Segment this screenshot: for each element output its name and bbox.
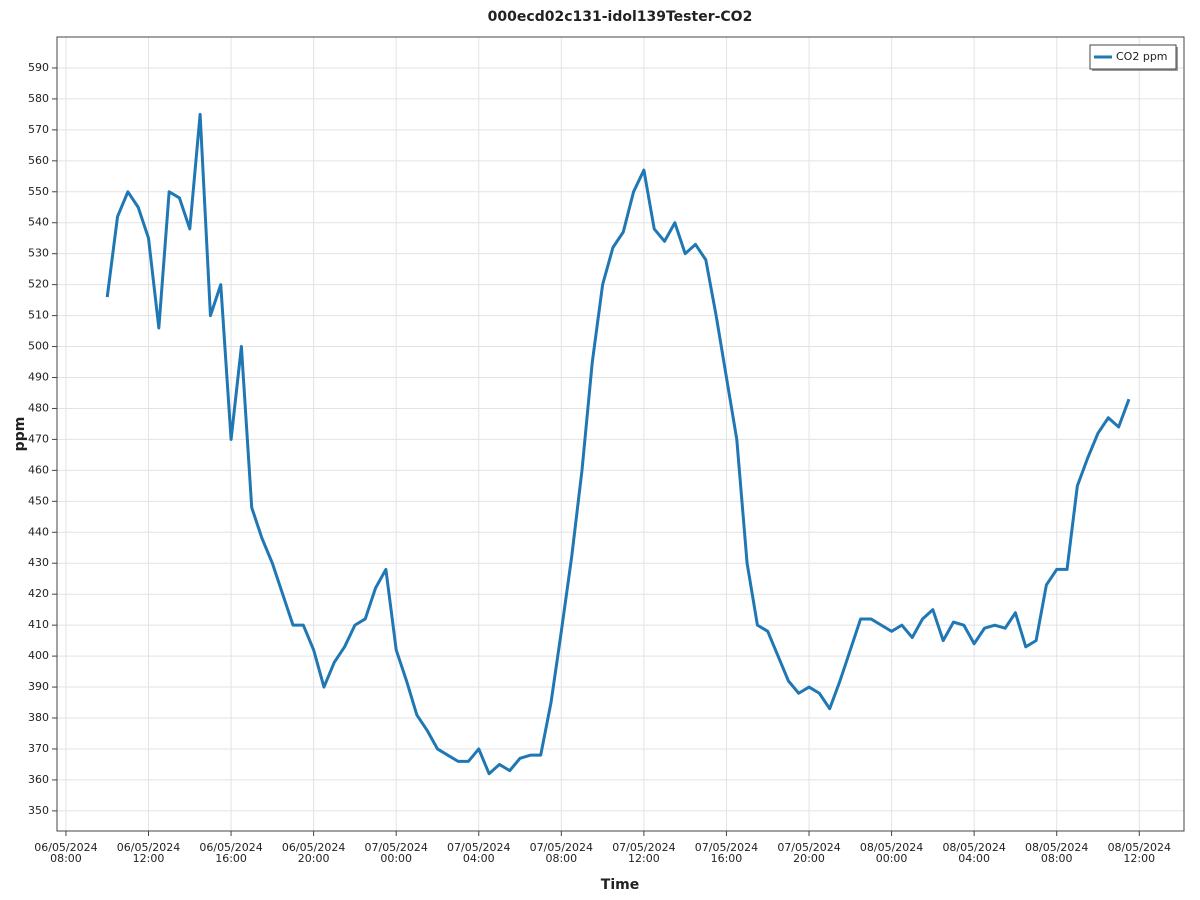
x-tick-label: 08/05/2024 00:00	[859, 841, 924, 865]
y-tick-label: 350	[28, 804, 49, 817]
y-tick-label: 370	[28, 742, 49, 755]
y-tick-label: 390	[28, 680, 49, 693]
y-tick-label: 440	[28, 525, 49, 538]
x-tick-label: 08/05/2024 04:00	[942, 841, 1006, 865]
legend-box	[1089, 44, 1177, 70]
x-tick-label: 06/05/2024 20:00	[281, 841, 346, 865]
y-axis-label: ppm	[12, 417, 28, 452]
y-tick-label: 490	[28, 371, 49, 384]
x-tick-label: 07/05/2024 20:00	[777, 841, 841, 865]
y-tick-label: 480	[28, 401, 49, 414]
x-tick-label: 06/05/2024 12:00	[116, 841, 181, 865]
x-tick-label: 08/05/2024 12:00	[1107, 841, 1171, 865]
x-axis-label: Time	[601, 877, 639, 893]
y-tick-label: 550	[28, 185, 49, 198]
y-tick-label: 460	[28, 463, 49, 476]
y-tick-label: 470	[28, 432, 49, 445]
x-tick-label: 07/05/2024 08:00	[529, 841, 594, 865]
y-tick-label: 380	[28, 711, 49, 724]
x-tick-label: 06/05/2024 16:00	[199, 841, 263, 865]
chart-title: 000ecd02c131-idol139Tester-CO2	[488, 9, 753, 25]
y-tick-label: 540	[28, 216, 49, 229]
x-tick-label: 08/05/2024 08:00	[1025, 841, 1089, 865]
y-tick-label: 410	[28, 618, 49, 631]
x-tick-label: 07/05/2024 00:00	[364, 841, 428, 865]
y-tick-label: 560	[28, 154, 49, 167]
legend-label: CO2 ppm	[1116, 50, 1168, 63]
y-tick-label: 430	[28, 556, 49, 569]
y-tick-label: 520	[28, 278, 49, 291]
y-tick-label: 360	[28, 773, 49, 786]
grid	[57, 37, 1184, 831]
x-tick-label: 07/05/2024 04:00	[447, 841, 511, 865]
x-tick-label: 06/05/2024 08:00	[34, 841, 98, 865]
y-tick-label: 590	[28, 61, 49, 74]
x-tick-label: 07/05/2024 12:00	[612, 841, 676, 865]
y-tick-label: 500	[28, 340, 49, 353]
data-line	[105, 112, 1131, 776]
y-tick-label: 510	[28, 309, 49, 322]
plot	[105, 112, 1131, 776]
y-tick-label: 420	[28, 587, 49, 600]
y-tick-label: 450	[28, 494, 49, 507]
y-tick-label: 400	[28, 649, 49, 662]
y-tick-label: 570	[28, 123, 49, 136]
plot-frame	[56, 36, 1185, 832]
y-tick-label: 530	[28, 247, 49, 260]
x-tick-label: 07/05/2024 16:00	[694, 841, 759, 865]
y-tick-label: 580	[28, 92, 49, 105]
legend: CO2 ppm	[1089, 44, 1178, 71]
